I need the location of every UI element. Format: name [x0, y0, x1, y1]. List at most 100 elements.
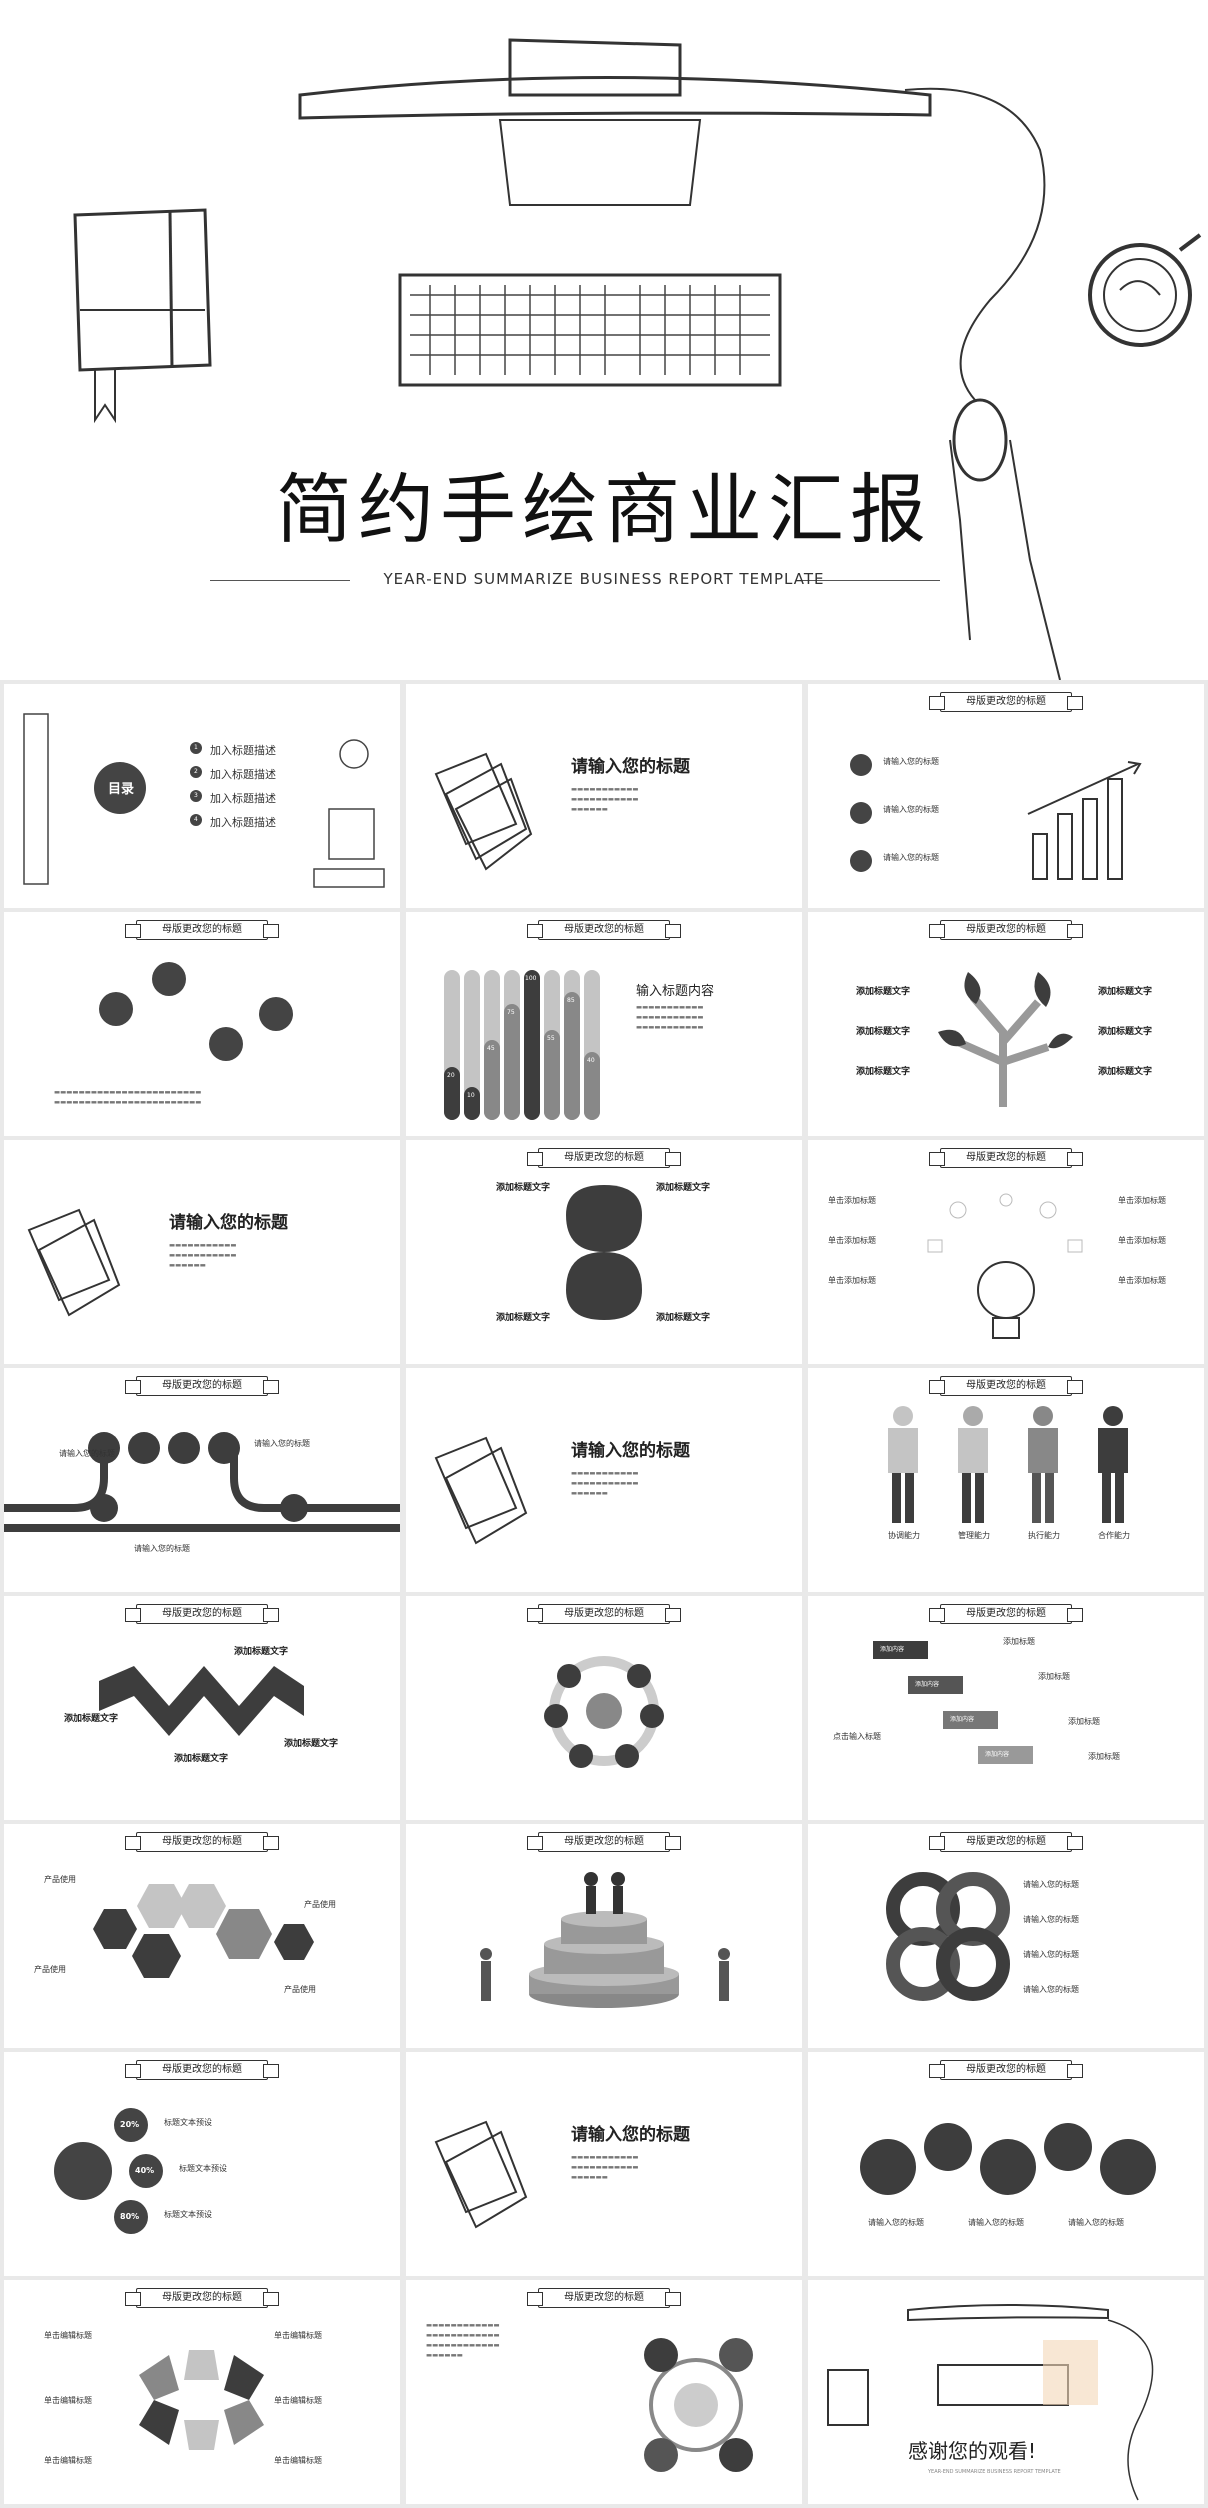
petal-diagram	[566, 1185, 642, 1320]
slide-banner: 母版更改您的标题	[929, 692, 1083, 712]
lightbulb-sketch	[927, 1193, 1083, 1339]
toc-item-1[interactable]: 加入标题描述	[210, 744, 276, 757]
slide-body: ▬▬▬▬▬▬▬▬▬▬▬ ▬▬▬▬▬▬▬▬▬▬▬ ▬▬▬▬▬▬	[571, 2153, 639, 2181]
hex-label-3: 产品使用	[34, 1965, 66, 1974]
toc-item-3[interactable]: 加入标题描述	[210, 792, 276, 805]
slide-banner: 母版更改您的标题	[527, 2288, 681, 2308]
ending-subtitle: YEAR-END SUMMARIZE BUSINESS REPORT TEMPL…	[928, 2469, 1061, 2475]
slide-ending[interactable]: 感谢您的观看! YEAR-END SUMMARIZE BUSINESS REPO…	[808, 2280, 1204, 2504]
bar-value-3: 45	[487, 1045, 495, 1052]
slide-body: ▬▬▬▬▬▬▬▬▬▬▬ ▬▬▬▬▬▬▬▬▬▬▬ ▬▬▬▬▬▬▬▬▬▬▬	[636, 1003, 704, 1031]
toc-item-4[interactable]: 加入标题描述	[210, 816, 276, 829]
slide-wave[interactable]: 母版更改您的标题 单击编辑标题 单击编辑标题 单击编辑标题 单击编辑标题 单击编…	[4, 2280, 400, 2504]
slide-banner: 母版更改您的标题	[125, 1832, 279, 1852]
wave-label-5: 单击编辑标题	[44, 2456, 92, 2465]
tree-label-2: 添加标题文字	[856, 1027, 911, 1037]
toc-num-4-badge	[190, 814, 202, 826]
bar-columns	[444, 970, 600, 1120]
ring-label-4: 请输入您的标题	[1023, 1985, 1079, 1994]
slide-percent[interactable]: 母版更改您的标题 20% 40% 80% 标题文本预设 标题文本预设 标题文本预…	[4, 2052, 400, 2276]
percent-value-2: 40%	[135, 2166, 155, 2175]
slide-title-2[interactable]: 请输入您的标题 ▬▬▬▬▬▬▬▬▬▬▬ ▬▬▬▬▬▬▬▬▬▬▬ ▬▬▬▬▬▬	[4, 1140, 400, 1364]
petal-label-4: 添加标题文字	[656, 1313, 711, 1323]
divider-left	[210, 580, 350, 581]
pipe-label-2: 请输入您的标题	[254, 1439, 310, 1448]
slide-banner: 母版更改您的标题	[527, 1604, 681, 1624]
slide-growth[interactable]: 母版更改您的标题 请输入您的标题 请输入您的标题 请输入您的标题	[808, 684, 1204, 908]
tree-graphic	[938, 972, 1073, 1107]
slide-podium[interactable]: 母版更改您的标题	[406, 1824, 802, 2048]
bar-value-5: 100	[525, 975, 537, 982]
slide-title-4[interactable]: 请输入您的标题 ▬▬▬▬▬▬▬▬▬▬▬ ▬▬▬▬▬▬▬▬▬▬▬ ▬▬▬▬▬▬	[406, 2052, 802, 2276]
ring-label-2: 请输入您的标题	[1023, 1915, 1079, 1924]
people-label-1: 协调能力	[888, 1531, 920, 1540]
toc-num-4: 4	[194, 816, 198, 823]
wave-label-3: 单击编辑标题	[44, 2396, 92, 2405]
slide-banner: 母版更改您的标题	[929, 920, 1083, 940]
slide-banner: 母版更改您的标题	[929, 1148, 1083, 1168]
ring-label-3: 请输入您的标题	[1023, 1950, 1079, 1959]
slide-loop[interactable]: 母版更改您的标题 ▬▬▬▬▬▬▬▬▬▬▬▬ ▬▬▬▬▬▬▬▬▬▬▬▬ ▬▬▬▬▬▬▬…	[406, 2280, 802, 2504]
slide-pipeline[interactable]: 母版更改您的标题 请输入您的标题 请输入您的标题 请输入您的标题	[4, 1368, 400, 1592]
bars-heading: 输入标题内容	[636, 984, 715, 999]
slide-banner: 母版更改您的标题	[929, 2060, 1083, 2080]
toc-num-1-badge	[190, 742, 202, 754]
slide-toc[interactable]: 目录 1 加入标题描述 2 加入标题描述 3 加入标题描述 4 加入标题描述	[4, 684, 400, 908]
slide-body: ▬▬▬▬▬▬▬▬▬▬▬▬▬▬▬▬▬▬▬▬▬▬▬▬▬▬▬▬▬▬▬▬▬▬▬▬▬▬▬▬…	[426, 2321, 500, 2359]
slide-hexagons[interactable]: 母版更改您的标题 产品使用 产品使用 产品使用 产品使用	[4, 1824, 400, 2048]
swatch-fan-icon	[434, 2120, 528, 2229]
percent-badge-1	[114, 2108, 148, 2142]
percent-label-3: 标题文本预设	[164, 2210, 212, 2219]
process-node-2	[152, 962, 186, 996]
process-node-1	[99, 992, 133, 1026]
slide-process-1[interactable]: 母版更改您的标题 ▬▬▬▬▬▬▬▬▬▬▬▬▬▬▬▬▬▬▬▬▬▬▬▬ ▬▬▬▬▬▬▬…	[4, 912, 400, 1136]
wave-label-6: 单击编辑标题	[274, 2456, 322, 2465]
step-title-2: 添加标题	[1038, 1672, 1070, 1681]
slide-bars[interactable]: 母版更改您的标题 20 10 45 75 100 55 85 40 输入标题内容…	[406, 912, 802, 1136]
slide-petals[interactable]: 母版更改您的标题 添加标题文字 添加标题文字 添加标题文字 添加标题文字	[406, 1140, 802, 1364]
lightbulb-icon	[850, 850, 872, 872]
slide-banner: 母版更改您的标题	[929, 1604, 1083, 1624]
step-blocks	[873, 1641, 1033, 1764]
slide-tree[interactable]: 母版更改您的标题 添加标题文字 添加标题文字 添加标题文字 添加标题文字 添加标…	[808, 912, 1204, 1136]
slide-cycle[interactable]: 母版更改您的标题	[406, 1596, 802, 1820]
process-node-4	[259, 997, 293, 1031]
bulb-label-4: 单击添加标题	[1118, 1196, 1166, 1205]
toc-num-2-badge	[190, 766, 202, 778]
toc-circle	[94, 762, 146, 814]
slide-idea-bulb[interactable]: 母版更改您的标题 单击添加标题 单击添加标题 单击添加标题 单击添加标题 单击添…	[808, 1140, 1204, 1364]
step-side-title: 点击输入标题	[833, 1732, 881, 1741]
percent-badge-3	[114, 2200, 148, 2234]
people-label-2: 管理能力	[958, 1531, 990, 1540]
pipeline-graphic	[4, 1432, 400, 1532]
swatch-fan-icon	[434, 1436, 528, 1545]
slide-title: 请输入您的标题	[571, 1441, 690, 1461]
slide-body: ▬▬▬▬▬▬▬▬▬▬▬ ▬▬▬▬▬▬▬▬▬▬▬ ▬▬▬▬▬▬	[571, 785, 639, 813]
swatch-fan-icon	[434, 752, 533, 871]
wave-label-2: 单击编辑标题	[274, 2331, 322, 2340]
bulb-label-5: 单击添加标题	[1118, 1236, 1166, 1245]
slide-title-3[interactable]: 请输入您的标题 ▬▬▬▬▬▬▬▬▬▬▬ ▬▬▬▬▬▬▬▬▬▬▬ ▬▬▬▬▬▬	[406, 1368, 802, 1592]
slide-circles-row[interactable]: 母版更改您的标题 请输入您的标题 请输入您的标题 请输入您的标题	[808, 2052, 1204, 2276]
pipe-label-3: 请输入您的标题	[134, 1544, 190, 1553]
slide-body: ▬▬▬▬▬▬▬▬▬▬▬ ▬▬▬▬▬▬▬▬▬▬▬ ▬▬▬▬▬▬	[571, 1469, 639, 1497]
slide-people[interactable]: 母版更改您的标题 协调能力 管理能力 执行能力 合作能力	[808, 1368, 1204, 1592]
cover-slide[interactable]: 简约手绘商业汇报 YEAR-END SUMMARIZE BUSINESS REP…	[0, 0, 1208, 680]
bulb-label-3: 单击添加标题	[828, 1276, 876, 1285]
slide-title-1[interactable]: 请输入您的标题 ▬▬▬▬▬▬▬▬▬▬▬ ▬▬▬▬▬▬▬▬▬▬▬ ▬▬▬▬▬▬	[406, 684, 802, 908]
slide-rings[interactable]: 母版更改您的标题 请输入您的标题 请输入您的标题 请输入您的标题 请输入您的标题	[808, 1824, 1204, 2048]
cycle-diagram	[544, 1656, 664, 1768]
step-label-2: 添加内容	[915, 1681, 940, 1688]
item-title-2: 请输入您的标题	[883, 805, 939, 814]
slide-banner: 母版更改您的标题	[527, 1832, 681, 1852]
people-label-3: 执行能力	[1028, 1531, 1060, 1540]
slide-zigzag[interactable]: 母版更改您的标题 添加标题文字 添加标题文字 添加标题文字 添加标题文字	[4, 1596, 400, 1820]
diamond-shapes	[139, 2350, 264, 2450]
toc-item-2[interactable]: 加入标题描述	[210, 768, 276, 781]
gear-icon	[850, 802, 872, 824]
bar-value-7: 85	[567, 997, 575, 1004]
ring-label-1: 请输入您的标题	[1023, 1880, 1079, 1889]
tree-label-1: 添加标题文字	[856, 987, 911, 997]
slide-steps[interactable]: 母版更改您的标题 添加内容 添加内容 添加内容 添加内容 添加标题 添加标题 添…	[808, 1596, 1204, 1820]
item-title-3: 请输入您的标题	[883, 853, 939, 862]
